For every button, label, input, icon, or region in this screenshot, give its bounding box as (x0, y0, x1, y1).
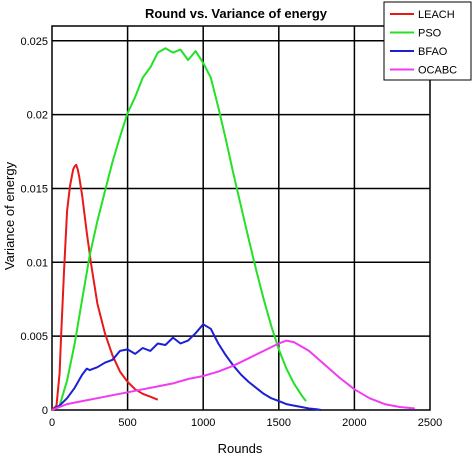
y-tick-label: 0.015 (20, 183, 48, 195)
x-tick-label: 2000 (342, 417, 366, 429)
series-line-leach (51, 163, 159, 411)
series-line-ocabc (51, 339, 415, 411)
y-axis-label: Variance of energy (2, 161, 17, 270)
y-tick-label: 0.025 (20, 36, 48, 48)
y-tick-label: 0.02 (27, 110, 48, 122)
y-tick-label: 0.005 (20, 331, 48, 343)
y-axis-ticks: 0 0.005 0.01 0.015 0.02 0.025 (20, 36, 48, 417)
legend: LEACH PSO BFAO OCABC (383, 1, 472, 81)
series-line-bfao (51, 323, 322, 411)
x-tick-label: 2500 (418, 417, 442, 429)
plot-frame (51, 25, 431, 411)
chart-title: Round vs. Variance of energy (145, 6, 328, 21)
series-line-pso (51, 47, 307, 411)
grid-lines (52, 26, 430, 410)
x-axis-ticks: 0 500 1000 1500 2000 2500 (49, 417, 442, 429)
y-tick-label: 0 (42, 405, 48, 417)
legend-label-leach: LEACH (418, 9, 455, 21)
series-lines (51, 47, 415, 411)
x-tick-label: 0 (49, 417, 55, 429)
x-tick-label: 1000 (191, 417, 215, 429)
x-tick-label: 1500 (267, 417, 291, 429)
legend-label-pso: PSO (418, 28, 442, 40)
legend-label-bfao: BFAO (418, 46, 448, 58)
y-tick-label: 0.01 (27, 257, 48, 269)
x-axis-label: Rounds (218, 441, 263, 456)
legend-label-ocabc: OCABC (418, 65, 457, 77)
x-tick-label: 500 (118, 417, 136, 429)
